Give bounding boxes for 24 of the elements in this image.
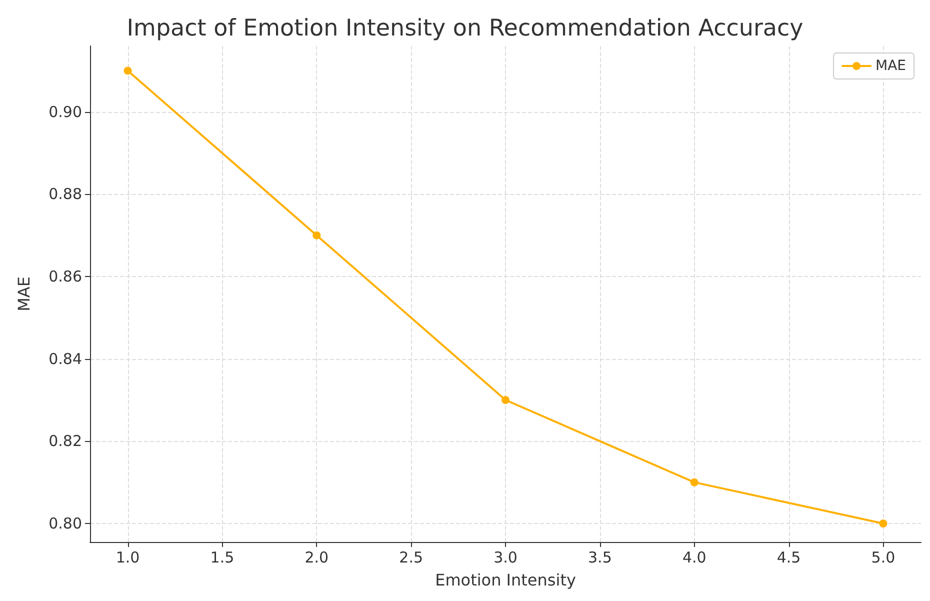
x-tick-label: 5.0 xyxy=(871,548,896,566)
point xyxy=(690,478,698,486)
x-tick-label: 4.0 xyxy=(682,548,706,566)
x-tick-label: 3.0 xyxy=(494,548,518,566)
chart-title: Impact of Emotion Intensity on Recommendation Accuracy xyxy=(126,16,804,42)
x-tick-label: 4.5 xyxy=(776,548,801,566)
point xyxy=(312,231,321,240)
x-axis-title: Emotion Intensity xyxy=(435,570,576,590)
point xyxy=(502,396,510,404)
point xyxy=(124,66,132,75)
x-tick-label: 2.5 xyxy=(399,548,423,566)
y-tick-label: 0.86 xyxy=(48,268,82,286)
y-axis-title: MAE xyxy=(14,276,34,312)
y-tick-label: 0.84 xyxy=(48,350,82,368)
x-tick-label: 1.0 xyxy=(116,548,140,566)
point xyxy=(879,519,888,528)
y-tick-label: 0.82 xyxy=(48,432,82,450)
x-tick-label: 1.5 xyxy=(210,548,234,566)
legend-label: MAE xyxy=(876,58,906,74)
y-tick-label: 0.80 xyxy=(48,514,82,532)
x-tick-label: 3.5 xyxy=(588,548,612,566)
x-tick-label: 2.0 xyxy=(304,548,329,566)
y-tick-label: 0.90 xyxy=(48,102,82,121)
y-tick-label: 0.88 xyxy=(48,185,82,204)
